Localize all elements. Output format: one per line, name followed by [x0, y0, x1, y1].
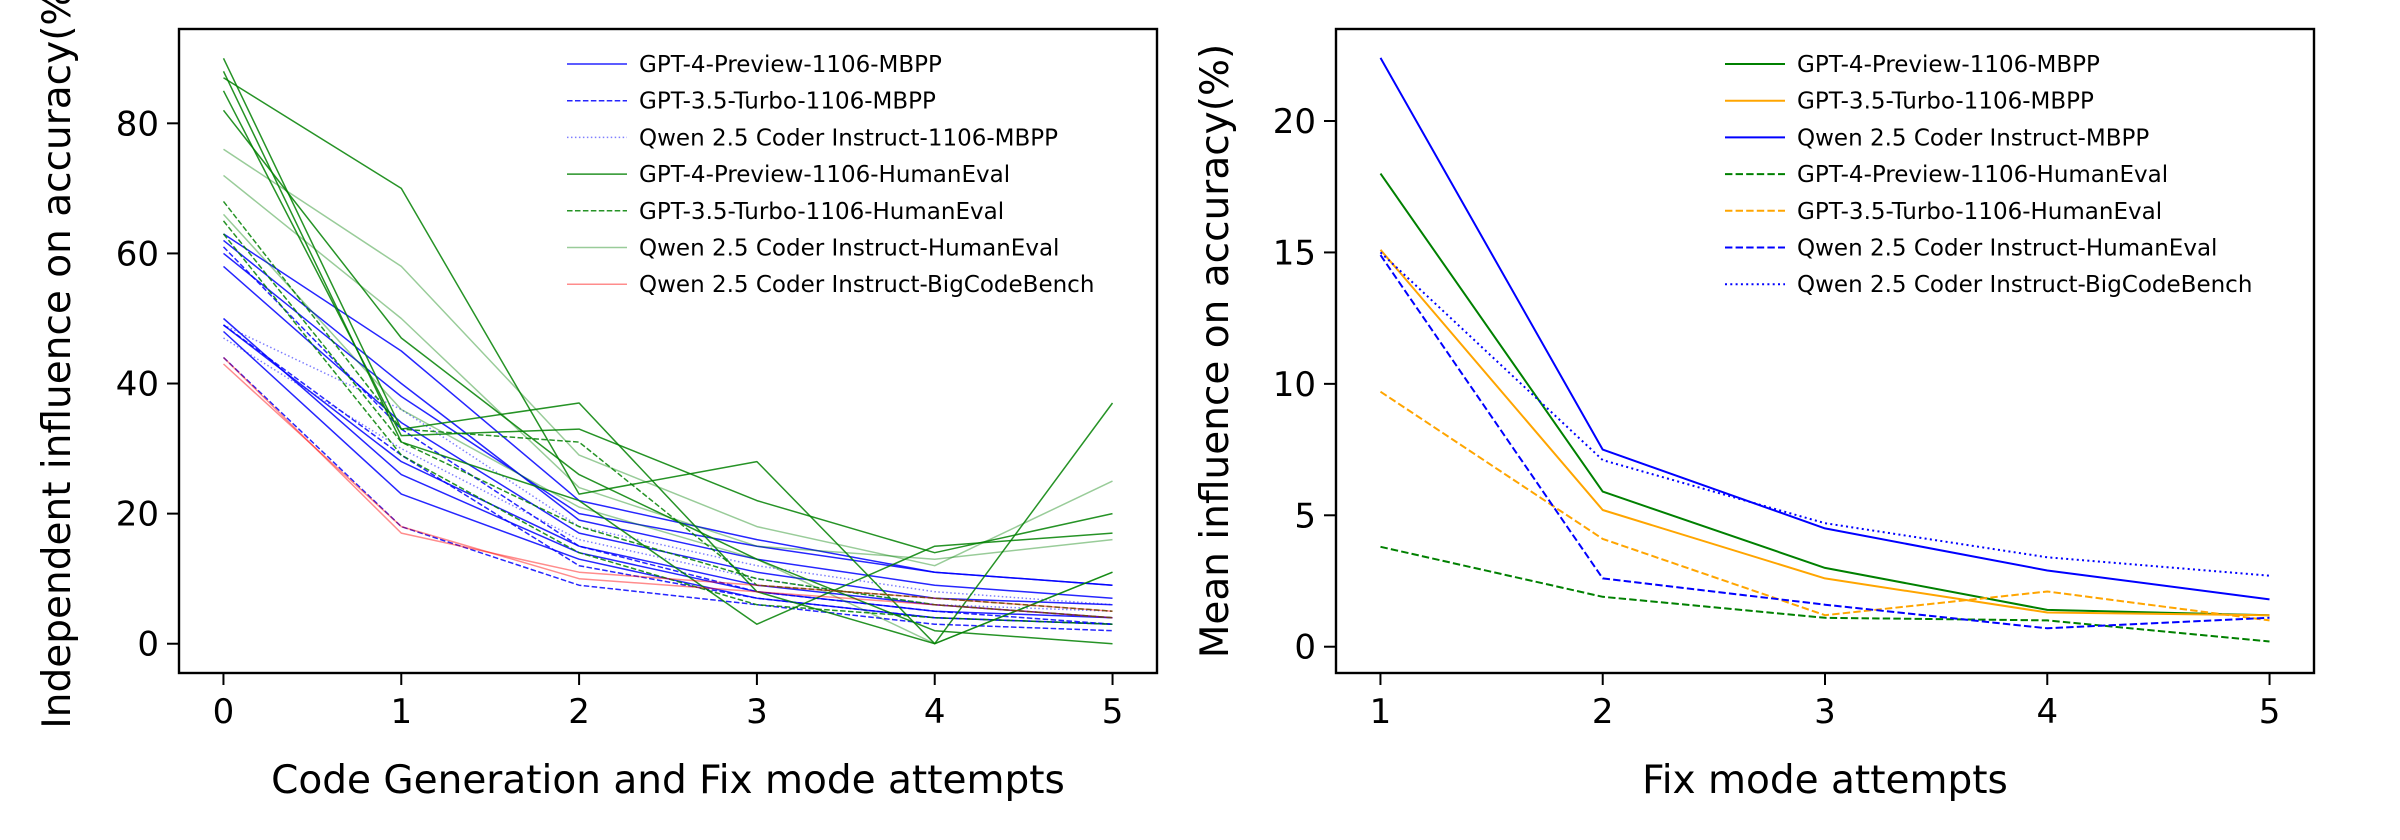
left-legend-label: GPT-4-Preview-1106-HumanEval: [639, 162, 1010, 188]
left-x-tick-label: 3: [746, 692, 768, 732]
left-legend-label: GPT-4-Preview-1106-MBPP: [639, 52, 942, 78]
right-x-tick-label: 1: [1370, 692, 1392, 732]
left-series-line-17: [222, 200, 1113, 612]
right-y-tick-label: 10: [1273, 365, 1316, 405]
left-series-line-9: [222, 356, 1113, 632]
right-x-tick-label: 3: [1814, 692, 1836, 732]
left-x-axis-label: Code Generation and Fix mode attempts: [271, 758, 1065, 803]
left-legend-label: Qwen 2.5 Coder Instruct-HumanEval: [639, 236, 1059, 262]
left-series-line-5: [223, 252, 1113, 586]
chart-right: 1 2 3 4 5 0 5 10 15 20 Fix mode attempts Mean in…: [1193, 27, 2316, 803]
left-x-tick-label: 5: [1102, 692, 1124, 732]
left-series-line-22: [222, 213, 1113, 645]
left-series-line-12: [222, 57, 1114, 645]
left-series-line-18: [222, 220, 1113, 619]
right-legend-label: GPT-3.5-Turbo-1106-MBPP: [1797, 89, 2094, 115]
left-legend-label: GPT-3.5-Turbo-1106-MBPP: [639, 89, 936, 115]
left-series-line-15: [222, 109, 1113, 645]
left-series-line-21: [223, 174, 1113, 560]
left-axes-frame: [177, 27, 1159, 675]
left-x-tick-label: 1: [390, 692, 412, 732]
right-series-line-4: [1379, 390, 2270, 622]
left-y-ticks: 0 20 40 60 80: [116, 104, 179, 665]
left-legend-label: Qwen 2.5 Coder Instruct-1106-MBPP: [639, 125, 1058, 151]
right-legend-label: Qwen 2.5 Coder Instruct-MBPP: [1797, 125, 2149, 151]
right-series-line-0: [1379, 173, 2270, 617]
left-x-tick-label: 0: [213, 692, 235, 732]
left-series-line-6: [223, 317, 1113, 619]
left-series-lines: [222, 57, 1114, 645]
left-y-tick-label: 0: [137, 625, 159, 665]
left-series-line-7: [222, 246, 1113, 625]
left-series-line-19: [222, 233, 1113, 625]
left-y-tick-label: 60: [116, 234, 159, 274]
left-y-tick-label: 80: [116, 104, 159, 144]
right-x-tick-label: 5: [2259, 692, 2281, 732]
left-series-line-10: [223, 324, 1113, 606]
left-legend-label: Qwen 2.5 Coder Instruct-BigCodeBench: [639, 272, 1094, 298]
left-series-line-13: [223, 77, 1113, 645]
left-x-ticks: 0 1 2 3 4 5: [213, 673, 1124, 732]
right-legend-label: GPT-4-Preview-1106-MBPP: [1797, 52, 2100, 78]
left-x-tick-label: 4: [924, 692, 946, 732]
right-x-tick-label: 4: [2036, 692, 2058, 732]
right-y-ticks: 0 5 10 15 20: [1273, 102, 1336, 668]
right-series-line-2: [1379, 57, 2270, 601]
left-series-line-20: [223, 148, 1113, 567]
right-y-tick-label: 15: [1273, 233, 1316, 273]
left-series-line-11: [223, 337, 1113, 612]
right-legend: GPT-4-Preview-1106-MBPP GPT-3.5-Turbo-110…: [1725, 52, 2252, 298]
right-series-line-3: [1380, 545, 2270, 643]
right-series-line-1: [1379, 249, 2270, 617]
left-y-tick-label: 40: [116, 365, 159, 405]
left-y-tick-label: 20: [116, 495, 159, 535]
left-series-line-3: [223, 324, 1113, 619]
right-legend-label: Qwen 2.5 Coder Instruct-HumanEval: [1797, 236, 2217, 262]
right-x-axis-label: Fix mode attempts: [1642, 758, 2008, 803]
right-legend-label: Qwen 2.5 Coder Instruct-BigCodeBench: [1797, 272, 2252, 298]
right-legend-label: GPT-3.5-Turbo-1106-HumanEval: [1797, 199, 2162, 225]
left-legend-label: GPT-3.5-Turbo-1106-HumanEval: [639, 199, 1004, 225]
chart-left: 0 1 2 3 4 5 0 20 40 60 80 Code Generation and Fix…: [35, 0, 1159, 803]
right-y-tick-label: 20: [1273, 102, 1316, 142]
right-y-tick-label: 5: [1294, 496, 1316, 536]
right-series-line-5: [1379, 254, 2270, 630]
left-series-line-14: [222, 90, 1113, 554]
left-y-axis-label: Independent influence on accuracy(%): [35, 0, 80, 729]
right-series-line-6: [1379, 251, 2270, 577]
left-series-line-23: [222, 356, 1113, 612]
left-series-line-24: [222, 363, 1113, 619]
right-series-lines: [1379, 57, 2270, 643]
right-y-axis-label: Mean influence on accuracy(%): [1193, 44, 1238, 658]
left-series-line-16: [222, 70, 1113, 625]
left-x-tick-label: 2: [568, 692, 590, 732]
left-legend: GPT-4-Preview-1106-MBPP GPT-3.5-Turbo-110…: [567, 52, 1094, 298]
right-x-ticks: 1 2 3 4 5: [1370, 673, 2281, 732]
right-legend-label: GPT-4-Preview-1106-HumanEval: [1797, 162, 2168, 188]
right-x-tick-label: 2: [1592, 692, 1614, 732]
left-series-line-1: [223, 239, 1113, 599]
right-y-tick-label: 0: [1294, 628, 1316, 668]
